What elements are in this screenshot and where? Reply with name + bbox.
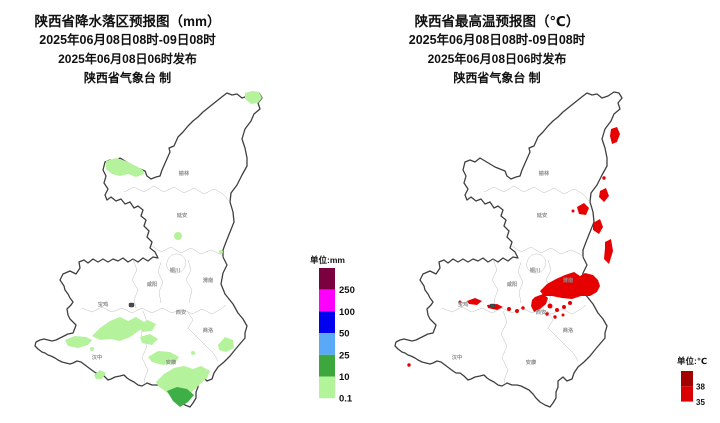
city-label-shangluo: 商洛: [563, 326, 574, 334]
city-label-tongchuan: 铜川: [170, 266, 180, 274]
legend-value-50: 50: [339, 329, 350, 340]
city-label-baoji: 宝鸡: [98, 300, 108, 308]
city-label-ankang: 安康: [166, 358, 177, 366]
legend-swatch-50: [319, 311, 335, 334]
shaanxi-temperature-map: 榆林 延安 铜川 咸阳 渭南 宝鸡 西安 商洛 汉中 安康: [394, 91, 623, 408]
legend-swatch-38: [681, 371, 693, 387]
precip-legend-unit-label: 单位:mm: [310, 255, 345, 265]
city-label-xianyang: 咸阳: [507, 280, 517, 288]
city-label-yulin: 榆林: [179, 169, 190, 177]
city-labels: 榆林 延安 铜川 咸阳 渭南 宝鸡 西安 商洛 汉中 安康: [452, 169, 574, 366]
legend-swatch-0.1: [319, 376, 335, 399]
city-label-hanzhong: 汉中: [452, 353, 462, 361]
precip-legend: 单位:mm 250 100 50 25 10 0.1: [310, 255, 355, 405]
temp-legend: 单位:℃ 38 35: [677, 356, 707, 407]
temp-title-block: 陕西省最高温预报图（℃） 2025年06月08日08时-09日08时 2025年…: [383, 12, 611, 88]
legend-value-100: 100: [339, 307, 355, 318]
city-label-shangluo: 商洛: [203, 326, 214, 334]
heat-area-35c: [407, 127, 620, 367]
legend-value-38: 38: [696, 383, 705, 392]
city-label-yanan: 延安: [536, 211, 547, 219]
rain-area-0.1-10mm: [65, 91, 262, 405]
city-label-weinan: 渭南: [563, 276, 573, 284]
legend-swatch-35: [681, 386, 693, 402]
precip-issue-time: 2025年06月08日06时发布: [58, 52, 197, 66]
rain-area-10-25mm: [167, 387, 194, 407]
city-label-tongchuan: 铜川: [530, 266, 540, 274]
city-labels: 榆林 延安 铜川 咸阳 渭南 宝鸡 西安 商洛 汉中 安康: [92, 169, 214, 366]
city-label-weinan: 渭南: [203, 276, 213, 284]
legend-value-10: 10: [339, 372, 350, 383]
yangling-enclave: [489, 303, 496, 309]
temp-producer: 陕西省气象台 制: [453, 71, 541, 85]
temp-valid-period: 2025年06月08日08时-09日08时: [408, 33, 586, 47]
yangling-enclave: [128, 302, 135, 308]
shaanxi-precipitation-map: 榆林 延安 铜川 咸阳 渭南 宝鸡 西安 商洛 汉中 安康: [34, 91, 263, 408]
district-boundaries: [81, 185, 231, 386]
city-label-ankang: 安康: [526, 358, 537, 366]
legend-value-250: 250: [339, 285, 355, 296]
city-label-baoji: 宝鸡: [458, 300, 468, 308]
legend-swatch-250: [319, 268, 335, 290]
city-label-yanan: 延安: [176, 211, 187, 219]
precip-map-title: 陕西省降水落区预报图（mm）: [34, 14, 221, 29]
province-outline: [394, 91, 623, 408]
legend-value-25: 25: [339, 350, 350, 361]
temp-issue-time: 2025年06月08日06时发布: [427, 52, 567, 66]
precip-producer: 陕西省气象台 制: [83, 71, 172, 85]
legend-value-0.1: 0.1: [339, 394, 353, 405]
temp-map-title: 陕西省最高温预报图（℃）: [414, 14, 580, 29]
legend-swatch-25: [319, 333, 335, 355]
city-label-xianyang: 咸阳: [147, 280, 157, 288]
legend-swatch-100: [319, 289, 335, 312]
legend-value-35: 35: [696, 398, 705, 407]
province-outline: [34, 91, 263, 408]
temp-legend-unit-label: 单位:℃: [677, 356, 707, 366]
city-label-yulin: 榆林: [539, 169, 550, 177]
precip-title-block: 陕西省降水落区预报图（mm） 2025年06月08日08时-09日08时 202…: [0, 12, 255, 88]
city-label-hanzhong: 汉中: [92, 353, 102, 361]
legend-swatch-10: [319, 354, 335, 377]
city-label-xian: 西安: [536, 308, 546, 316]
precip-valid-period: 2025年06月08日08时-09日08时: [39, 33, 216, 47]
city-label-xian: 西安: [176, 308, 186, 316]
